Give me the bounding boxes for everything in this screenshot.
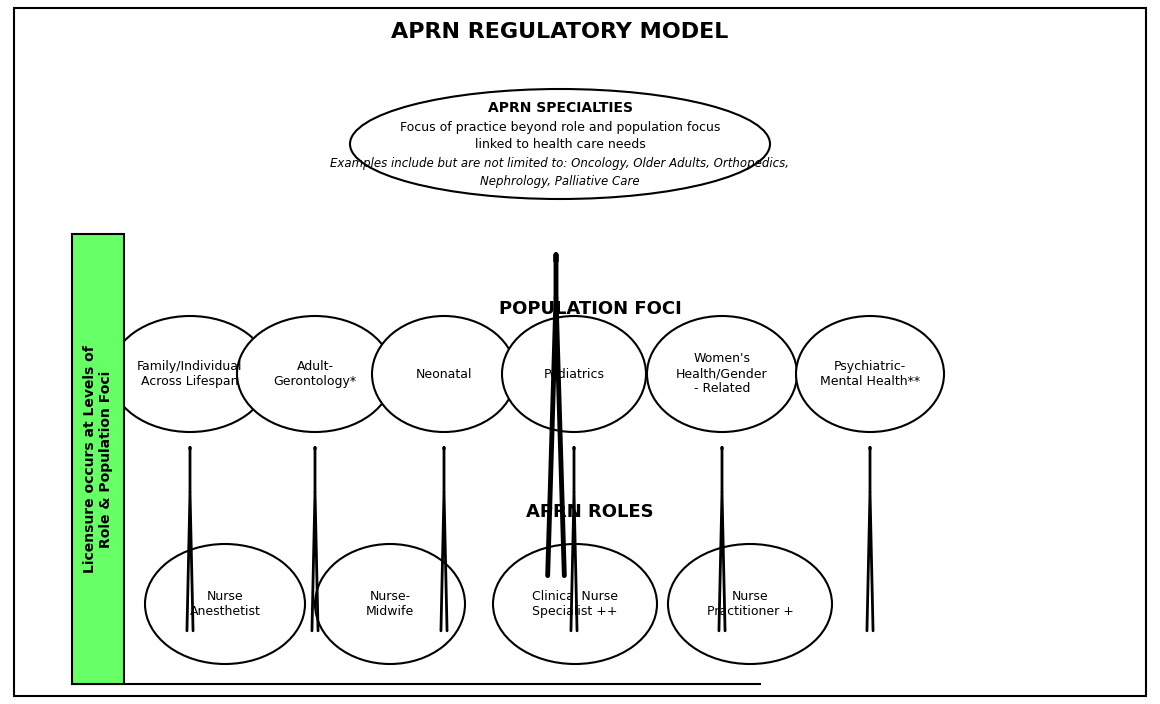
Text: Licensure occurs at Levels of
Role & Population Foci: Licensure occurs at Levels of Role & Pop… [82, 345, 114, 573]
Ellipse shape [493, 544, 657, 664]
Text: APRN ROLES: APRN ROLES [527, 503, 654, 521]
Text: linked to health care needs: linked to health care needs [474, 137, 645, 151]
Text: Adult-
Gerontology*: Adult- Gerontology* [274, 360, 356, 388]
Text: Examples include but are not limited to: Oncology, Older Adults, Orthopedics,: Examples include but are not limited to:… [331, 158, 790, 170]
Text: Psychiatric-
Mental Health**: Psychiatric- Mental Health** [820, 360, 920, 388]
Text: Focus of practice beyond role and population focus: Focus of practice beyond role and popula… [400, 122, 720, 134]
Text: APRN REGULATORY MODEL: APRN REGULATORY MODEL [391, 22, 728, 42]
Text: Neonatal: Neonatal [415, 367, 472, 380]
Ellipse shape [668, 544, 832, 664]
Ellipse shape [110, 316, 270, 432]
Text: Family/Individual
Across Lifespan: Family/Individual Across Lifespan [137, 360, 242, 388]
Text: Nurse
Anesthetist: Nurse Anesthetist [189, 590, 261, 618]
Ellipse shape [316, 544, 465, 664]
Bar [72, 234, 124, 684]
Ellipse shape [237, 316, 393, 432]
Ellipse shape [796, 316, 944, 432]
Ellipse shape [350, 89, 770, 199]
Ellipse shape [372, 316, 516, 432]
Text: Nurse-
Midwife: Nurse- Midwife [365, 590, 414, 618]
Text: Women's
Health/Gender
- Related: Women's Health/Gender - Related [676, 353, 768, 396]
Text: Pediatrics: Pediatrics [544, 367, 604, 380]
Text: Clinical Nurse
Specialist ++: Clinical Nurse Specialist ++ [532, 590, 618, 618]
Ellipse shape [647, 316, 797, 432]
Ellipse shape [145, 544, 305, 664]
Text: POPULATION FOCI: POPULATION FOCI [499, 300, 681, 318]
Text: APRN SPECIALTIES: APRN SPECIALTIES [487, 101, 632, 115]
Text: Nurse
Practitioner +: Nurse Practitioner + [706, 590, 793, 618]
Text: Nephrology, Palliative Care: Nephrology, Palliative Care [480, 175, 640, 189]
Ellipse shape [502, 316, 646, 432]
